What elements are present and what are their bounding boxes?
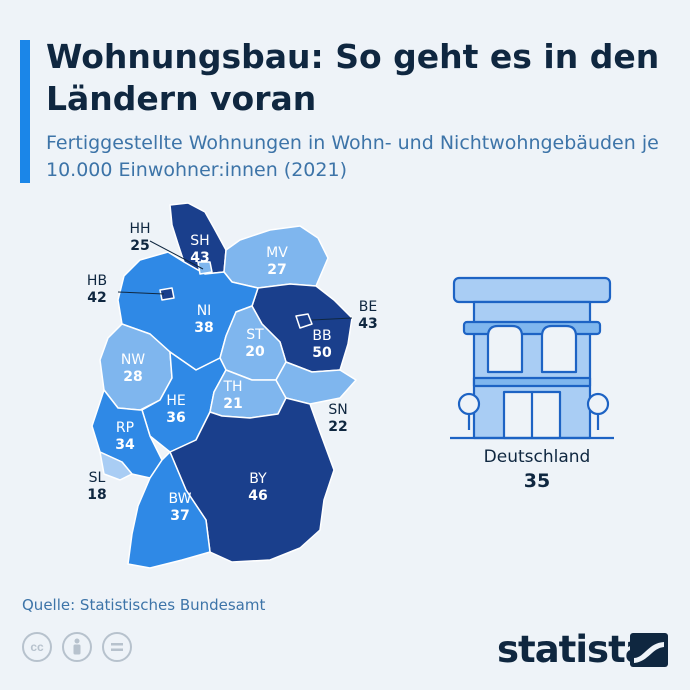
state-code-HE: HE [166, 393, 185, 409]
state-value-NW: 28 [123, 369, 142, 385]
state-value-HH: 25 [130, 238, 149, 254]
state-code-MV: MV [266, 245, 288, 261]
state-value-SN: 22 [328, 419, 347, 435]
state-code-NI: NI [197, 303, 212, 319]
leader-line-BE [311, 317, 353, 321]
state-code-ST: ST [246, 327, 264, 343]
state-value-HE: 36 [166, 410, 185, 426]
state-region-HH [197, 261, 213, 275]
page-title: Wohnungsbau: So geht es in den Ländern v… [46, 37, 660, 118]
state-value-MV: 27 [267, 262, 286, 278]
state-code-HB: HB [87, 273, 107, 289]
state-code-HH: HH [129, 221, 150, 237]
license-icons: cc [22, 632, 132, 662]
state-region-HB [159, 287, 175, 301]
state-value-BY: 46 [248, 488, 267, 504]
state-code-SL: SL [89, 470, 106, 486]
statista-logo-icon [630, 633, 668, 667]
leader-line-HH [149, 240, 204, 270]
leader-line-HB [117, 291, 165, 295]
state-code-SH: SH [190, 233, 209, 249]
accent-bar [20, 40, 30, 183]
state-region-BW [127, 451, 211, 569]
state-value-BW: 37 [170, 508, 189, 524]
source-note: Quelle: Statistisches Bundesamt [22, 596, 266, 614]
state-value-ST: 20 [245, 344, 265, 360]
state-code-BB: BB [312, 328, 331, 344]
building-icon [450, 276, 614, 440]
state-region-SL [99, 451, 133, 481]
state-code-BE: BE [359, 299, 377, 315]
state-code-SN: SN [328, 402, 347, 418]
state-code-BY: BY [249, 471, 267, 487]
state-region-BE [295, 313, 313, 329]
national-figure: Deutschland 35 [462, 446, 612, 494]
state-value-RP: 34 [115, 437, 135, 453]
attribution-icon[interactable] [62, 632, 92, 662]
state-code-TH: TH [222, 379, 242, 395]
state-value-SL: 18 [87, 487, 106, 503]
page-subtitle: Fertiggestellte Wohnungen in Wohn- und N… [46, 132, 659, 181]
state-value-BB: 50 [312, 345, 332, 361]
national-name: Deutschland [483, 447, 591, 467]
state-value-NI: 38 [194, 320, 213, 336]
state-code-NW: NW [121, 352, 145, 368]
national-value: 35 [523, 470, 551, 492]
state-value-BE: 43 [358, 316, 377, 332]
brand-logo[interactable]: statista [497, 628, 650, 671]
state-value-SH: 43 [190, 250, 209, 266]
state-value-HB: 42 [87, 290, 106, 306]
state-code-BW: BW [169, 491, 192, 507]
state-value-TH: 21 [223, 396, 242, 412]
cc-icon[interactable]: cc [22, 632, 52, 662]
state-code-RP: RP [116, 420, 134, 436]
no-derivatives-icon[interactable] [102, 632, 132, 662]
